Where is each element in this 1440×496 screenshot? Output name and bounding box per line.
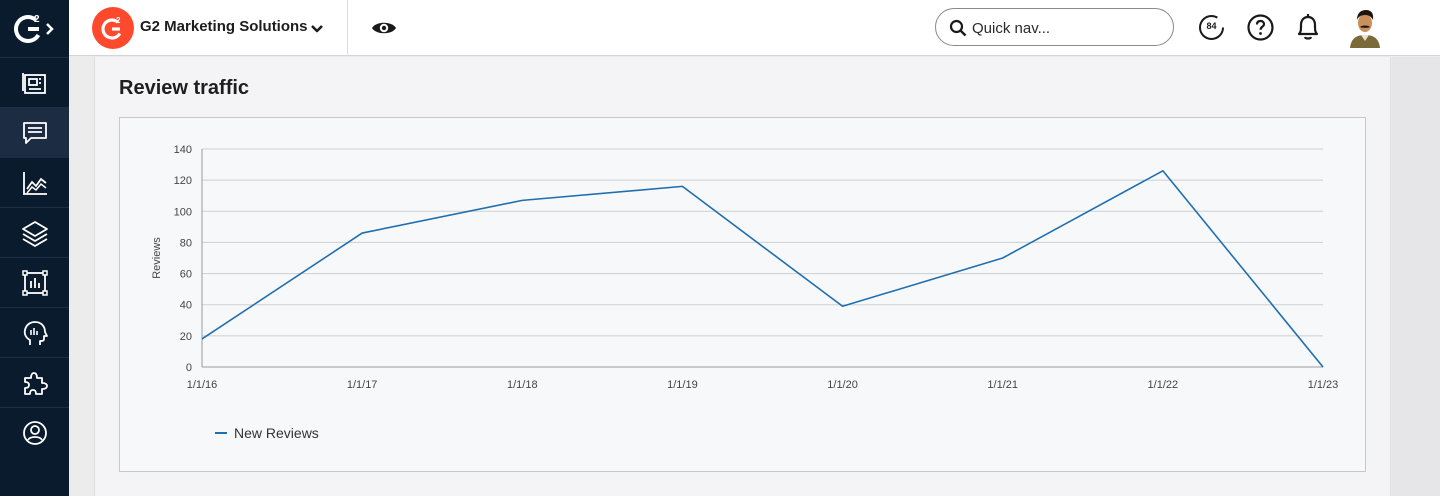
chevron-down-icon[interactable] (309, 20, 325, 36)
review-traffic-chart: 0 20 40 60 80 100 120 140 1/1/16 1/1/17 1/1/18 1/1/… (119, 117, 1366, 472)
x-tick-label: 1/1/19 (667, 379, 698, 391)
score-ring-icon[interactable] (1198, 14, 1225, 41)
reports-icon (21, 269, 48, 296)
eye-icon[interactable] (371, 15, 397, 41)
section-title: Review traffic (119, 77, 250, 99)
quick-nav-input[interactable] (972, 17, 1162, 39)
reviews-icon (22, 121, 47, 144)
y-tick-label: 60 (180, 269, 192, 281)
svg-text:2: 2 (34, 14, 40, 25)
rail-item-reviews[interactable] (0, 107, 69, 157)
svg-text:2: 2 (116, 16, 121, 25)
y-tick-label: 100 (174, 206, 192, 218)
score-value: 84 (1206, 21, 1217, 31)
org-name: G2 Marketing Solutions (140, 18, 308, 35)
right-gutter (1392, 57, 1440, 496)
x-tick-label: 1/1/22 (1148, 379, 1179, 391)
y-tick-label: 120 (174, 175, 192, 187)
x-tick-label: 1/1/18 (507, 379, 538, 391)
rail-item-reports[interactable] (0, 257, 69, 307)
insights-icon (23, 320, 48, 345)
line-chart: 0 20 40 60 80 100 120 140 1/1/16 1/1/17 1/1/18 1/1/… (151, 144, 1339, 391)
x-tick-label: 1/1/21 (987, 379, 1018, 391)
quick-nav-search[interactable] (935, 8, 1174, 46)
y-tick-label: 0 (186, 362, 192, 374)
x-tick-label: 1/1/16 (187, 379, 218, 391)
x-tick-label: 1/1/17 (347, 379, 378, 391)
g2-brand-icon: 2 (92, 7, 134, 49)
series-line-new-reviews (201, 169, 1324, 368)
y-tick-label: 20 (180, 331, 192, 343)
rail-item-analytics[interactable] (0, 157, 69, 207)
g2-logo-icon: 2 (13, 14, 54, 43)
top-bar: 2 G2 Marketing Solutions 84 (69, 0, 1440, 56)
layers-icon (21, 220, 48, 247)
x-tick-label: 1/1/23 (1308, 379, 1339, 391)
account-icon (22, 420, 47, 445)
y-tick-label: 140 (174, 144, 192, 156)
help-icon[interactable] (1246, 13, 1275, 42)
bell-icon[interactable] (1294, 12, 1322, 42)
x-tick-label: 1/1/20 (827, 379, 858, 391)
dashboard-icon (21, 72, 46, 94)
rail-item-integrations[interactable] (0, 357, 69, 407)
rail-item-insights[interactable] (0, 307, 69, 357)
legend-label: New Reviews (234, 425, 319, 441)
rail-item-layers[interactable] (0, 207, 69, 257)
org-switcher[interactable]: 2 G2 Marketing Solutions (69, 0, 348, 56)
content-panel: Review traffic 0 20 40 60 80 100 120 140 1/1/16 1… (94, 57, 1391, 496)
y-tick-label: 80 (180, 237, 192, 249)
integrations-icon (23, 371, 48, 395)
y-axis-label: Reviews (151, 237, 163, 279)
rail-item-account[interactable] (0, 407, 69, 457)
legend-swatch (215, 432, 227, 434)
g2-logo-toggle[interactable]: 2 (0, 0, 69, 56)
left-nav-rail: 2 (0, 0, 69, 496)
y-tick-label: 40 (180, 300, 192, 312)
analytics-icon (22, 171, 47, 195)
search-icon (949, 19, 967, 37)
rail-item-dashboard[interactable] (0, 57, 69, 107)
chart-legend[interactable]: New Reviews (215, 425, 319, 441)
avatar[interactable] (1344, 6, 1386, 48)
